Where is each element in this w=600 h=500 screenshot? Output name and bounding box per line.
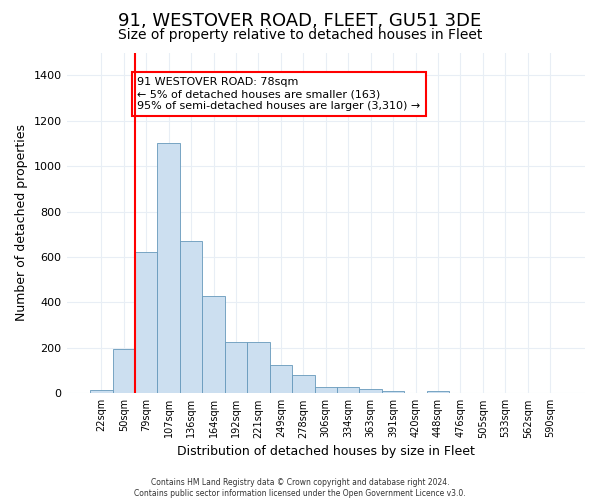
Bar bbox=[135, 252, 157, 394]
Text: 91, WESTOVER ROAD, FLEET, GU51 3DE: 91, WESTOVER ROAD, FLEET, GU51 3DE bbox=[118, 12, 482, 30]
Bar bbox=[202, 296, 225, 394]
Bar bbox=[314, 386, 337, 394]
Bar bbox=[180, 241, 202, 394]
Bar bbox=[225, 342, 247, 394]
Bar bbox=[359, 389, 382, 394]
Bar bbox=[247, 342, 269, 394]
Bar bbox=[113, 349, 135, 394]
Text: Size of property relative to detached houses in Fleet: Size of property relative to detached ho… bbox=[118, 28, 482, 42]
Bar bbox=[157, 144, 180, 394]
Bar bbox=[269, 365, 292, 394]
Bar bbox=[382, 391, 404, 394]
Text: 91 WESTOVER ROAD: 78sqm
← 5% of detached houses are smaller (163)
95% of semi-de: 91 WESTOVER ROAD: 78sqm ← 5% of detached… bbox=[137, 78, 421, 110]
Text: Contains HM Land Registry data © Crown copyright and database right 2024.
Contai: Contains HM Land Registry data © Crown c… bbox=[134, 478, 466, 498]
Bar bbox=[90, 390, 113, 394]
Y-axis label: Number of detached properties: Number of detached properties bbox=[15, 124, 28, 322]
Bar bbox=[427, 391, 449, 394]
Bar bbox=[292, 375, 314, 394]
X-axis label: Distribution of detached houses by size in Fleet: Distribution of detached houses by size … bbox=[177, 444, 475, 458]
Bar bbox=[337, 386, 359, 394]
